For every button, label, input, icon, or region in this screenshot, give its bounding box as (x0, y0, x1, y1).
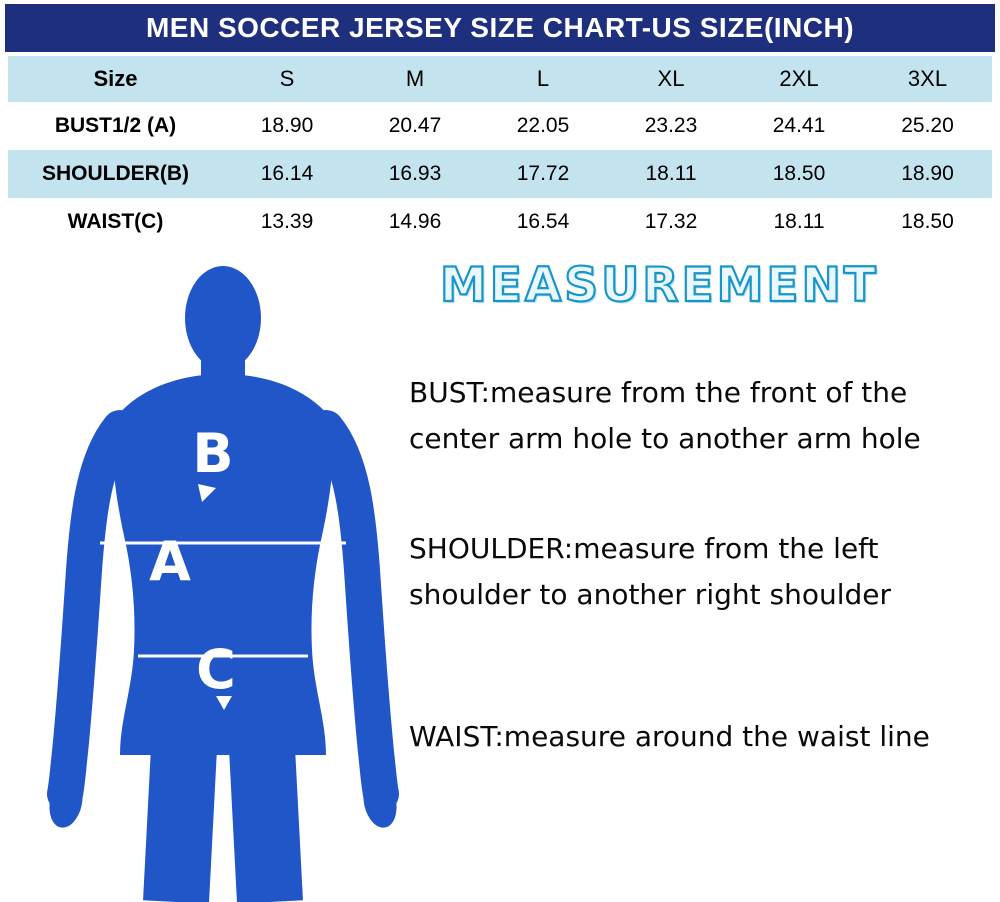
table-row-shoulder: SHOULDER(B) 16.14 16.93 17.72 18.11 18.5… (8, 150, 992, 198)
cell-value: 18.90 (260, 114, 314, 137)
figure-torso (112, 374, 334, 755)
cell-value: 18.50 (772, 162, 826, 185)
figure-left-arm (47, 410, 138, 812)
marker-letter-a: A (149, 530, 191, 593)
table-row-waist: WAIST(C) 13.39 14.96 16.54 17.32 18.11 1… (8, 198, 992, 246)
cell-value: 17.32 (644, 210, 698, 233)
cell-value: 22.05 (516, 114, 570, 137)
figure-right-leg (229, 746, 303, 902)
col-header-xl: XL (657, 66, 685, 91)
chart-title-bar: MEN SOCCER JERSEY SIZE CHART-US SIZE(INC… (5, 4, 995, 52)
col-header-3xl: 3XL (907, 66, 948, 91)
male-silhouette-illustration: B A C (47, 266, 399, 902)
marker-letter-b: B (192, 422, 233, 485)
cell-value: 16.93 (388, 162, 442, 185)
measurement-heading: MEASUREMENT (439, 257, 879, 314)
waist-instruction: WAIST:measure around the waist line (409, 720, 930, 753)
cell-value: 14.96 (388, 210, 442, 233)
figure-right-arm (308, 410, 399, 812)
cell-value: 17.72 (516, 162, 570, 185)
row-label-waist: WAIST(C) (67, 210, 164, 233)
bust-instruction: BUST:measure from the front of the cente… (409, 376, 921, 456)
figure-head (185, 266, 261, 370)
cell-value: 18.11 (773, 210, 825, 233)
cell-value: 18.90 (901, 162, 954, 185)
col-header-m: M (405, 66, 425, 91)
cell-value: 13.39 (260, 210, 314, 233)
chart-title: MEN SOCCER JERSEY SIZE CHART-US SIZE(INC… (145, 12, 855, 43)
col-header-size: Size (93, 66, 138, 91)
cell-value: 23.23 (644, 114, 698, 137)
cell-value: 16.54 (516, 210, 570, 233)
cell-value: 25.20 (901, 114, 954, 137)
marker-arrow (216, 696, 232, 710)
row-label-bust: BUST1/2 (A) (54, 114, 177, 137)
figure-left-leg (143, 746, 217, 902)
cell-value: 16.14 (260, 162, 314, 185)
cell-value: 18.11 (645, 162, 697, 185)
size-table: Size S M L XL 2XL 3XL BUST1/2 (A) 18.90 … (8, 56, 992, 246)
body-measurement-figure: B A C (28, 260, 418, 902)
col-header-l: L (536, 66, 550, 91)
marker-arrow (198, 484, 216, 502)
table-header-row: Size S M L XL 2XL 3XL (8, 56, 992, 102)
table-row-bust: BUST1/2 (A) 18.90 20.47 22.05 23.23 24.4… (8, 102, 992, 150)
col-header-2xl: 2XL (779, 66, 819, 91)
cell-value: 24.41 (772, 114, 826, 137)
row-label-shoulder: SHOULDER(B) (42, 162, 189, 185)
col-header-s: S (279, 66, 295, 91)
cell-value: 20.47 (388, 114, 442, 137)
marker-letter-c: C (196, 638, 236, 701)
shoulder-instruction: SHOULDER:measure from the left shoulder … (409, 532, 892, 612)
measurement-instructions: MEASUREMENT BUST:measure from the front … (405, 257, 985, 902)
cell-value: 18.50 (901, 210, 954, 233)
